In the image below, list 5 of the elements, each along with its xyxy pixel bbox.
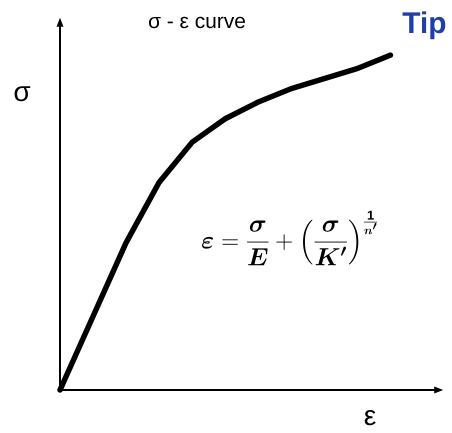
- annotation: $\boldsymbol{\varepsilon} = \frac{\boldsymbol{\sigma}}{\boldsymbol{E}} + \left(\frac{\boldsymbol{\sigma}}{\boldsymbol{K'}}\right)^{\frac{\mathbf{1}}{\boldsymbol{n'}}}$: [202, 210, 378, 266]
- chart-title: σ - ε curve: [148, 16, 245, 28]
- text: Tip: [402, 11, 446, 40]
- x-axis-title: ε: [364, 410, 376, 426]
- y-axis-title: σ: [14, 86, 30, 102]
